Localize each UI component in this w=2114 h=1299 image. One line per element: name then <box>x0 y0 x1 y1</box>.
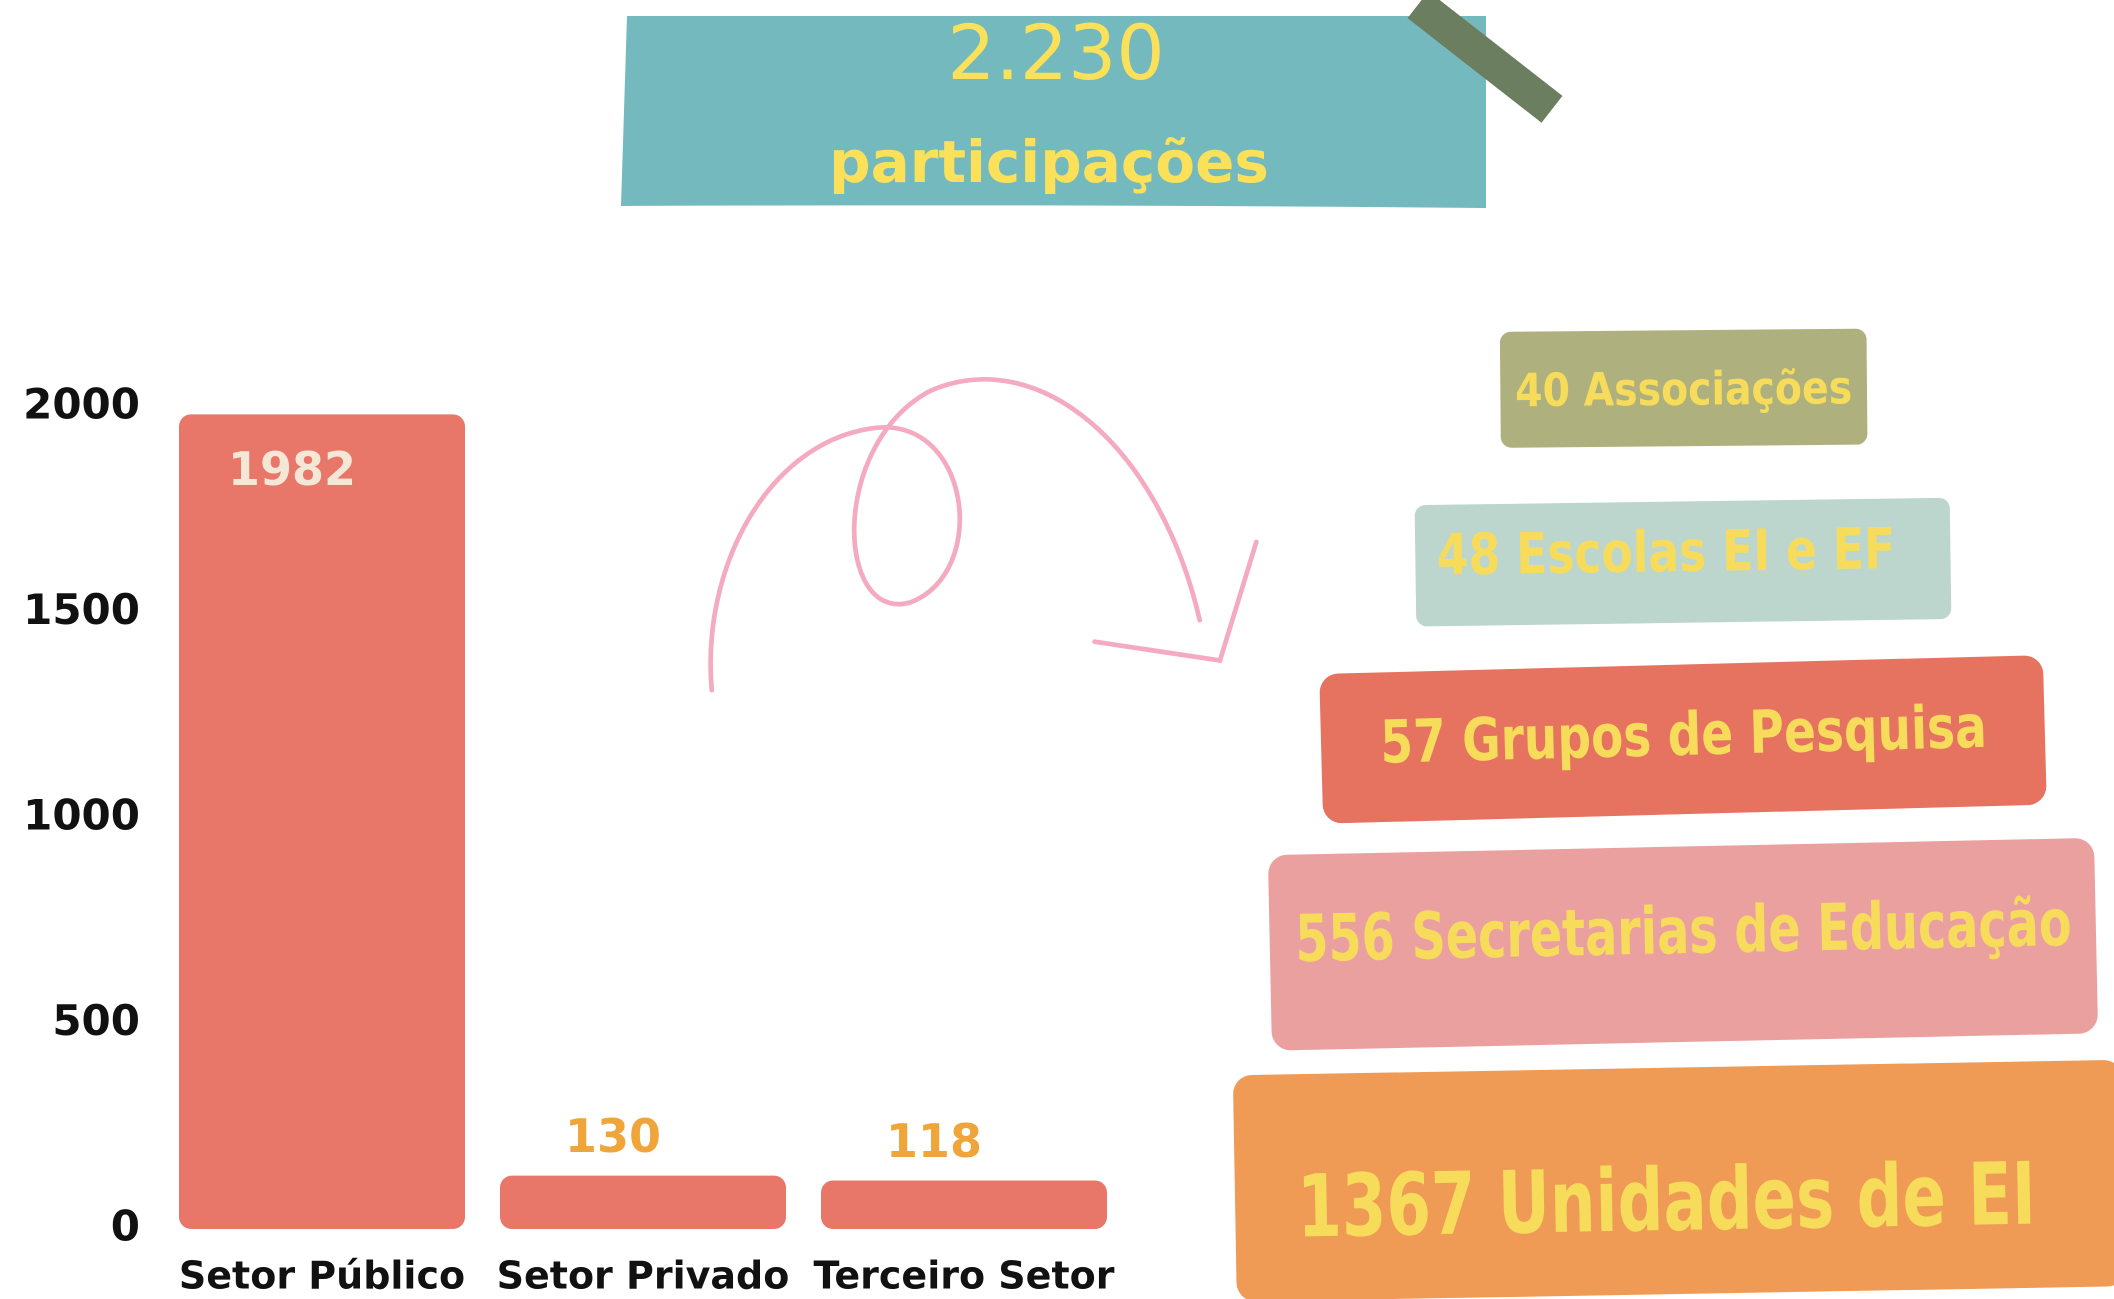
arrow-curve <box>711 379 1200 690</box>
y-tick-label: 0 <box>111 1202 140 1251</box>
breakdown-label: 48 Escolas EI e EF <box>1436 516 1895 588</box>
banner: 2.230 participações <box>621 0 1562 208</box>
total: 2.230 <box>947 8 1165 97</box>
y-tick-label: 1000 <box>23 791 140 840</box>
infographic: 2.230 participações 40 Associações 48 Es… <box>0 0 2114 1299</box>
bar <box>500 1176 786 1229</box>
bar <box>821 1181 1107 1229</box>
breakdown-label: 1367 Unidades de EI <box>1296 1145 2036 1258</box>
value-label: 118 <box>886 1114 982 1168</box>
x-tick-label: Setor Privado <box>497 1254 790 1298</box>
value-label: 130 <box>565 1109 661 1163</box>
value-label: 1982 <box>228 442 356 496</box>
arrow-head <box>1095 542 1257 661</box>
x-tick-label: Terceiro Setor <box>814 1254 1115 1298</box>
breakdown: 40 Associações 48 Escolas EI e EF 57 Gru… <box>1233 329 2114 1299</box>
bar <box>179 414 465 1229</box>
breakdown-label: 40 Associações <box>1515 360 1852 417</box>
y-tick-label: 1500 <box>23 585 140 634</box>
x-tick-label: Setor Público <box>179 1254 465 1298</box>
bar-chart: 0 500 1000 1500 2000 Setor Público 1982 Setor P… <box>23 380 1115 1298</box>
total-caption: participações <box>829 128 1269 196</box>
y-tick-label: 500 <box>52 996 140 1045</box>
y-tick-label: 2000 <box>23 380 140 429</box>
arrow <box>711 379 1257 690</box>
